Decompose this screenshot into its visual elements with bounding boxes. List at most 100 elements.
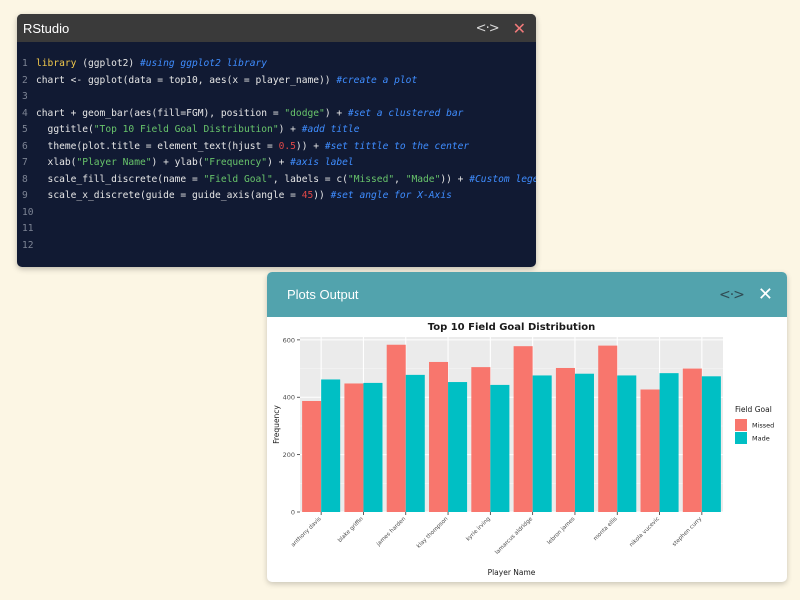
y-axis-label: Frequency	[272, 405, 281, 444]
line-number: 4	[22, 107, 28, 119]
plots-window-controls: <·> ✕	[719, 284, 773, 305]
bar-missed	[344, 383, 364, 512]
code-token: library	[36, 58, 77, 69]
code-token: "Frequency"	[203, 157, 268, 168]
x-tick-label: anthony davis	[290, 516, 322, 548]
code-token: "Top 10 Field Goal Distribution"	[93, 124, 279, 135]
bar-missed	[598, 345, 618, 512]
x-tick-label: klay thompson	[416, 516, 450, 550]
y-tick-label: 600	[283, 336, 295, 344]
code-line: 7 xlab("Player Name") + ylab("Frequency"…	[17, 155, 536, 172]
code-line: 2 chart <- ggplot(data = top10, aes(x = p…	[17, 73, 536, 90]
code-line: 4 chart + geom_bar(aes(fill=FGM), positio…	[17, 106, 536, 123]
y-tick-label: 200	[283, 451, 295, 459]
x-axis-label: Player Name	[488, 568, 536, 577]
bar-missed	[555, 367, 575, 512]
code-token: "Field Goal"	[203, 173, 273, 185]
line-number: 11	[22, 223, 34, 234]
code-token: ) +	[267, 157, 291, 168]
bar-made	[405, 374, 425, 512]
code-token: ) +	[278, 124, 302, 135]
code-line: 8 scale_fill_discrete(name = "Field Goal…	[17, 172, 536, 189]
code-line: 5 ggtitle("Top 10 Field Goal Distributio…	[17, 122, 536, 139]
legend-key-missed	[735, 419, 747, 431]
x-tick-label: james harden	[375, 516, 407, 548]
bar-made	[532, 375, 552, 512]
rstudio-title: RStudio	[23, 20, 70, 36]
code-token: xlab(	[36, 157, 77, 168]
code-editor[interactable]: 1 library (ggplot2) #using ggplot2 librar…	[17, 42, 536, 254]
line-number: 7	[22, 157, 28, 168]
legend-key-made	[735, 432, 747, 444]
bar-made	[363, 382, 383, 512]
y-tick-label: 0	[291, 509, 295, 517]
code-token: #axis label	[290, 157, 354, 168]
x-tick-label: stephen curry	[672, 516, 704, 548]
line-number: 1	[22, 58, 28, 69]
code-token: #set a clustered bar	[347, 107, 464, 119]
code-line: 1 library (ggplot2) #using ggplot2 librar…	[17, 56, 536, 73]
code-line: 11	[17, 221, 536, 238]
code-token: ) +	[324, 107, 348, 119]
bar-made	[448, 382, 468, 512]
code-token: )) +	[295, 140, 325, 152]
code-token: scale_fill_discrete(name =	[36, 173, 204, 185]
code-token: #add title	[301, 124, 360, 135]
bar-made	[617, 375, 637, 512]
chart-title: Top 10 Field Goal Distribution	[428, 322, 596, 333]
rstudio-titlebar: RStudio <·> ✕	[17, 14, 536, 42]
bar-missed	[471, 367, 491, 512]
code-line: 3	[17, 89, 536, 106]
code-token: "Player Name"	[76, 157, 152, 168]
bar-made	[701, 376, 721, 512]
bar-made	[321, 379, 341, 512]
code-line: 9 scale_x_discrete(guide = guide_axis(an…	[17, 188, 536, 205]
x-tick-label: lebron james	[546, 516, 576, 546]
code-token: , labels = c(	[272, 173, 348, 185]
line-number: 3	[22, 91, 28, 102]
expand-arrows-icon[interactable]: <·>	[718, 286, 745, 303]
line-number: 5	[22, 124, 28, 135]
x-tick-label: kyrie irving	[465, 516, 492, 543]
line-number: 2	[22, 74, 28, 86]
code-token: #set angle for X-Axis	[330, 190, 452, 201]
plots-title: Plots Output	[287, 287, 359, 302]
line-number: 8	[22, 173, 28, 185]
x-tick-label: blake griffin	[337, 516, 365, 544]
bar-missed	[302, 400, 322, 512]
plots-titlebar: Plots Output <·> ✕	[267, 272, 787, 317]
code-token: 0.5	[278, 140, 296, 152]
plots-output-window: Plots Output <·> ✕ Top 10 Field Goal Dis…	[267, 272, 787, 582]
code-line: 12	[17, 238, 536, 255]
code-token: scale_x_discrete(guide = guide_axis(angl…	[36, 190, 302, 201]
line-number: 6	[22, 140, 28, 152]
bar-missed	[682, 368, 702, 512]
legend-label: Made	[752, 435, 770, 443]
x-tick-label: nikola vucevic	[629, 516, 661, 548]
x-tick-label: monta ellis	[593, 516, 619, 542]
x-tick-label: lamarcus aldridge	[494, 516, 534, 556]
bar-missed	[640, 389, 660, 512]
code-token: "Missed"	[347, 173, 395, 185]
bar-made	[574, 373, 594, 512]
rstudio-window-controls: <·> ✕	[476, 19, 526, 38]
code-token: "Made"	[405, 173, 441, 185]
expand-arrows-icon[interactable]: <·>	[475, 20, 500, 36]
code-token: (ggplot2)	[76, 58, 140, 69]
bar-missed	[513, 346, 533, 512]
bar-missed	[386, 344, 406, 512]
line-number: 9	[22, 190, 28, 201]
close-icon[interactable]: ✕	[757, 284, 773, 305]
code-token: ,	[394, 173, 406, 185]
code-token: ggtitle(	[36, 124, 94, 135]
code-token: ) + ylab(	[151, 157, 204, 168]
code-token: 45	[301, 190, 314, 201]
y-tick-label: 400	[283, 394, 295, 402]
code-token: #using ggplot2 library	[139, 58, 268, 69]
line-number: 10	[22, 206, 34, 218]
bar-made	[659, 373, 679, 512]
close-icon[interactable]: ✕	[512, 18, 526, 38]
bar-missed	[429, 361, 449, 512]
code-token: chart <- ggplot(data = top10, aes(x = pl…	[36, 74, 337, 86]
code-token: #Custom legend	[469, 173, 536, 185]
